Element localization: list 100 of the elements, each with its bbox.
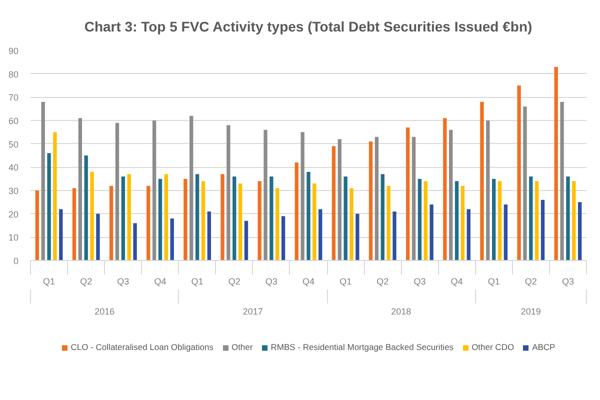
- bar: [466, 209, 470, 260]
- x-tick-label: Q2: [80, 276, 92, 286]
- x-tick-label: Q1: [43, 276, 56, 286]
- y-tick-label: 70: [8, 92, 19, 103]
- text: 2016: [94, 306, 115, 316]
- bar: [454, 181, 459, 260]
- bar: [258, 181, 262, 260]
- legend-label: RMBS - Residential Mortgage Backed Securities: [270, 342, 454, 352]
- x-tick-label: Q2: [228, 276, 240, 286]
- bar: [59, 209, 63, 260]
- text: 2017: [242, 306, 263, 316]
- y-tick-label: 0: [13, 256, 19, 266]
- bar: [207, 212, 211, 260]
- bar: [380, 174, 384, 260]
- bar: [492, 178, 496, 260]
- x-tick-label: Q4: [450, 276, 463, 286]
- bar: [332, 146, 336, 260]
- legend-label: Other: [231, 342, 253, 352]
- bar: [460, 186, 465, 260]
- bar: [386, 186, 390, 260]
- bar: [115, 122, 120, 260]
- bar: [430, 204, 434, 260]
- bar: [480, 102, 484, 260]
- x-tick-label: Q3: [117, 276, 130, 286]
- text: 2019: [520, 306, 541, 316]
- x-tick-label: Q3: [562, 276, 574, 286]
- bar: [226, 125, 230, 260]
- legend-label: CLO - Collateralised Loan Obligations: [70, 342, 214, 352]
- x-tick-label: Q1: [340, 276, 352, 286]
- bar: [72, 188, 76, 260]
- y-tick-label: 30: [8, 186, 19, 196]
- bar: [41, 102, 45, 260]
- bar: [486, 120, 490, 260]
- bar: [276, 188, 280, 260]
- legend-label: Other CDO: [472, 342, 514, 352]
- bar: [418, 178, 422, 260]
- bar: [554, 66, 558, 260]
- bar: [190, 116, 194, 260]
- bar: [572, 181, 576, 260]
- chart-title: Chart 3: Top 5 FVC Activity types (Total Debt Securities Issued €bn): [84, 18, 532, 34]
- bar: [78, 118, 82, 260]
- bar: [294, 162, 298, 260]
- bar: [540, 200, 545, 260]
- bar: [170, 218, 174, 260]
- bar: [270, 176, 274, 260]
- bar: [498, 181, 502, 260]
- bar: [281, 216, 286, 260]
- bar: [158, 178, 162, 260]
- bar: [517, 86, 521, 260]
- bar: [238, 184, 242, 260]
- bar: [368, 142, 373, 260]
- bar: [318, 209, 322, 260]
- x-tick-label: Q3: [414, 276, 426, 286]
- bar: [312, 184, 316, 260]
- bar: [90, 172, 94, 260]
- bar: [184, 178, 188, 260]
- bar: [232, 176, 236, 260]
- bar: [523, 106, 527, 260]
- x-tick-label: Q2: [376, 276, 389, 286]
- x-tick-label: Q4: [302, 276, 315, 286]
- bar: [412, 136, 416, 260]
- bar: [504, 204, 508, 260]
- bar: [152, 120, 156, 260]
- x-tick-label: Q1: [191, 276, 204, 286]
- bar: [566, 176, 570, 260]
- bar: [344, 176, 348, 260]
- legend-label: ABCP: [532, 342, 556, 352]
- bar: [146, 186, 150, 260]
- bar: [350, 188, 354, 260]
- bar: [220, 174, 224, 260]
- bar: [392, 212, 396, 260]
- bar: [300, 132, 304, 260]
- y-tick-label: 50: [8, 139, 19, 150]
- bar: [264, 130, 268, 260]
- bar: [47, 153, 51, 260]
- bar: [560, 102, 564, 260]
- y-tick-label: 90: [8, 46, 19, 56]
- bar: [356, 214, 360, 260]
- y-tick-label: 20: [8, 209, 19, 220]
- bar: [84, 156, 88, 260]
- bar: [244, 220, 248, 260]
- x-tick-label: Q1: [488, 276, 500, 286]
- bar: [201, 181, 206, 260]
- x-tick-label: Q3: [265, 276, 278, 286]
- bar: [338, 139, 342, 260]
- text: 2018: [391, 306, 412, 316]
- bar: [133, 223, 137, 260]
- y-tick-label: 40: [8, 162, 19, 173]
- bar: [306, 172, 310, 260]
- bar: [53, 132, 57, 260]
- y-tick-label: 80: [8, 69, 19, 80]
- bar: [127, 174, 131, 260]
- bar: [109, 186, 114, 260]
- bar: [35, 190, 40, 260]
- x-tick-label: Q4: [154, 276, 166, 286]
- bar: [448, 130, 453, 260]
- bar: [164, 174, 168, 260]
- bar: [578, 202, 582, 260]
- bar: [195, 174, 200, 260]
- bar: [96, 214, 100, 260]
